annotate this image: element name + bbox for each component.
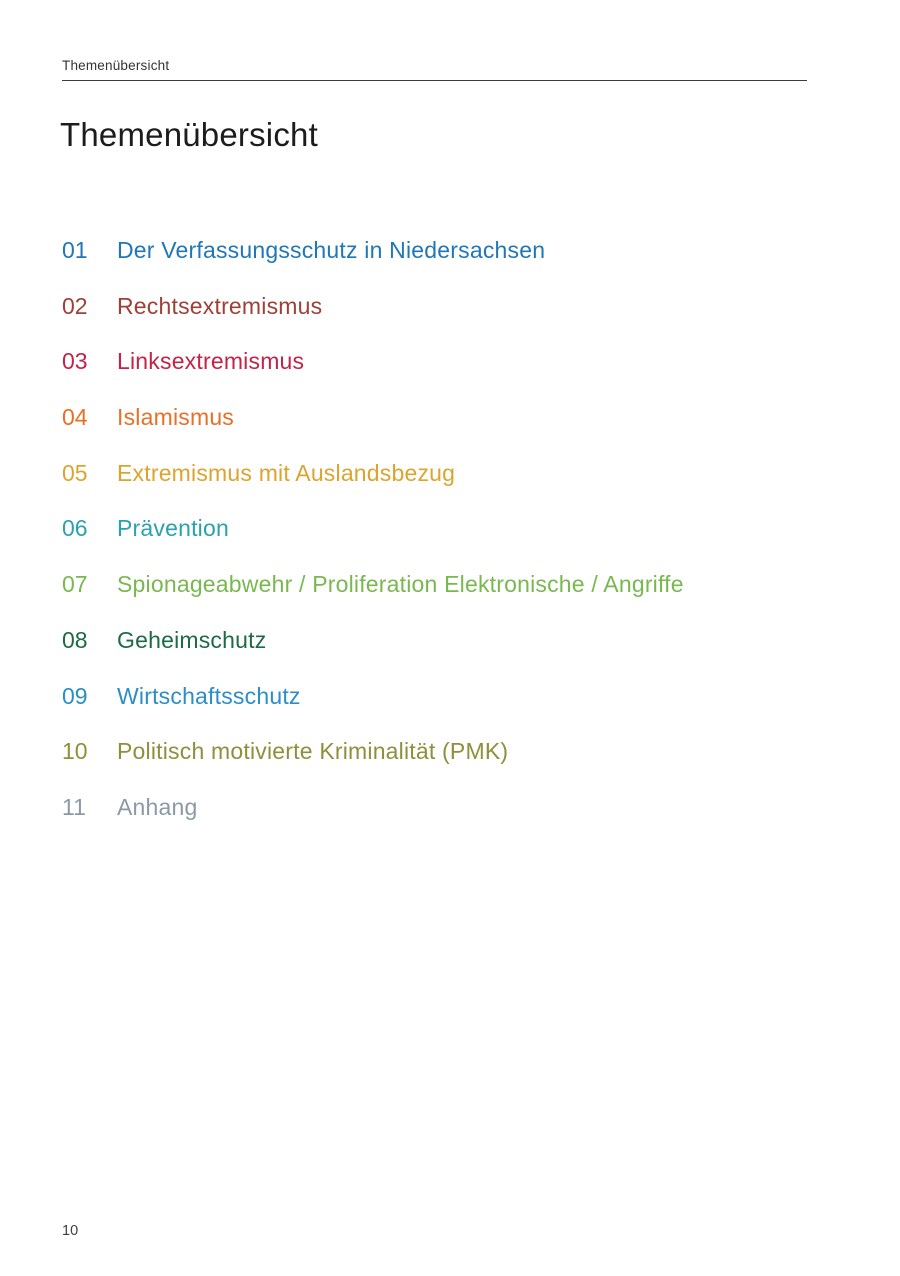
toc-item-number: 08: [62, 626, 88, 653]
toc-item-10[interactable]: 10 Politisch motivierte Kriminalität (PMK…: [62, 738, 842, 794]
toc-item-number: 09: [62, 682, 88, 709]
header-rule: [62, 80, 807, 81]
running-header: Themenübersicht: [62, 58, 170, 73]
toc-item-06[interactable]: 06 Prävention: [62, 515, 842, 571]
toc-item-number: 07: [62, 571, 88, 598]
toc-item-label: Islamismus: [117, 404, 235, 431]
toc-item-number: 11: [62, 793, 86, 820]
toc-item-label: Linksextremismus: [117, 348, 305, 375]
toc-item-number: 05: [62, 459, 88, 486]
toc-item-09[interactable]: 09 Wirtschaftsschutz: [62, 683, 842, 739]
toc-item-label: Politisch motivierte Kriminalität (PMK): [117, 738, 509, 765]
toc-item-08[interactable]: 08 Geheimschutz: [62, 627, 842, 683]
toc-item-01[interactable]: 01 Der Verfassungsschutz in Niedersachsen: [62, 237, 842, 293]
toc-item-07[interactable]: 07 Spionageabwehr / Proliferation Elektro…: [62, 571, 842, 627]
toc-item-number: 06: [62, 515, 88, 542]
toc-item-label: Extremismus mit Auslandsbezug: [117, 459, 456, 486]
toc-item-02[interactable]: 02 Rechtsextremismus: [62, 293, 842, 349]
toc-item-05[interactable]: 05 Extremismus mit Auslandsbezug: [62, 460, 842, 516]
toc-item-number: 03: [62, 348, 88, 375]
toc-item-11[interactable]: 11 Anhang: [62, 794, 842, 850]
toc-item-number: 04: [62, 404, 88, 431]
toc-list: 01 Der Verfassungsschutz in Niedersachsen…: [62, 237, 842, 850]
toc-item-label: Geheimschutz: [117, 626, 267, 653]
toc-item-label: Wirtschaftsschutz: [117, 682, 301, 709]
toc-item-03[interactable]: 03 Linksextremismus: [62, 348, 842, 404]
toc-item-number: 01: [62, 237, 88, 263]
toc-item-label: Rechtsextremismus: [117, 292, 323, 319]
toc-item-label: Der Verfassungsschutz in Niedersachsen: [117, 237, 546, 263]
toc-item-number: 10: [62, 738, 88, 765]
toc-item-04[interactable]: 04 Islamismus: [62, 404, 842, 460]
page-title: Themenübersicht: [60, 116, 318, 153]
toc-item-number: 02: [62, 292, 88, 319]
page-number: 10: [62, 1223, 79, 1239]
toc-item-label: Anhang: [117, 793, 198, 820]
toc-item-label: Spionageabwehr / Proliferation Elektroni…: [117, 571, 684, 598]
toc-item-label: Prävention: [117, 515, 229, 542]
